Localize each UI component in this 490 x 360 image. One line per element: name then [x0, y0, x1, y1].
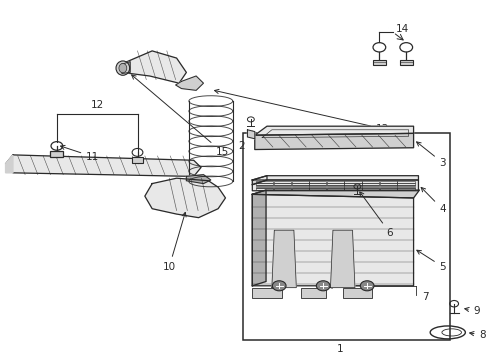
- Bar: [397, 183, 415, 185]
- Bar: [344, 181, 362, 183]
- Bar: [343, 288, 372, 298]
- Bar: [256, 181, 273, 183]
- Text: 10: 10: [163, 212, 186, 272]
- Bar: [292, 181, 309, 183]
- Bar: [327, 188, 344, 190]
- Bar: [397, 181, 415, 183]
- Bar: [362, 181, 379, 183]
- Text: 13: 13: [215, 89, 389, 134]
- Bar: [362, 185, 379, 186]
- Circle shape: [272, 281, 286, 291]
- Bar: [309, 183, 326, 185]
- Bar: [380, 186, 397, 188]
- Polygon shape: [5, 155, 201, 176]
- Bar: [274, 181, 291, 183]
- Bar: [327, 183, 344, 185]
- Polygon shape: [252, 190, 266, 286]
- Polygon shape: [247, 130, 255, 139]
- Text: 11: 11: [61, 145, 99, 162]
- Polygon shape: [252, 176, 418, 180]
- Polygon shape: [252, 180, 418, 191]
- Text: 4: 4: [421, 188, 446, 215]
- Text: 12: 12: [90, 100, 103, 110]
- Polygon shape: [331, 230, 355, 288]
- Text: 8: 8: [470, 330, 486, 340]
- Bar: [292, 188, 309, 190]
- Bar: [274, 186, 291, 188]
- Polygon shape: [252, 176, 267, 185]
- Text: 3: 3: [416, 142, 446, 168]
- Text: 5: 5: [417, 250, 446, 272]
- Polygon shape: [252, 190, 419, 198]
- Bar: [256, 186, 273, 188]
- Bar: [256, 188, 273, 190]
- Polygon shape: [272, 230, 296, 288]
- Bar: [362, 183, 379, 185]
- Text: 15: 15: [132, 75, 229, 157]
- Text: 9: 9: [465, 306, 480, 316]
- Bar: [373, 60, 386, 65]
- Bar: [344, 188, 362, 190]
- Bar: [327, 181, 344, 183]
- Text: 2: 2: [238, 131, 252, 151]
- Bar: [309, 188, 326, 190]
- Ellipse shape: [119, 63, 127, 73]
- Polygon shape: [122, 51, 186, 83]
- Polygon shape: [175, 76, 203, 90]
- Bar: [256, 183, 273, 185]
- Bar: [309, 181, 326, 183]
- Bar: [380, 188, 397, 190]
- Bar: [380, 185, 397, 186]
- Circle shape: [360, 281, 374, 291]
- Bar: [274, 185, 291, 186]
- Bar: [50, 152, 63, 157]
- Bar: [380, 181, 397, 183]
- Polygon shape: [5, 155, 13, 173]
- Text: 7: 7: [422, 292, 428, 302]
- Polygon shape: [255, 126, 414, 135]
- Bar: [362, 186, 379, 188]
- Ellipse shape: [116, 61, 130, 75]
- Bar: [301, 288, 326, 298]
- Bar: [397, 188, 415, 190]
- Bar: [344, 186, 362, 188]
- Bar: [309, 186, 326, 188]
- Bar: [397, 186, 415, 188]
- Text: 1: 1: [337, 343, 343, 354]
- Bar: [344, 185, 362, 186]
- Bar: [274, 188, 291, 190]
- Bar: [292, 185, 309, 186]
- Polygon shape: [252, 194, 414, 286]
- Bar: [327, 185, 344, 186]
- Bar: [397, 185, 415, 186]
- Bar: [309, 185, 326, 186]
- Bar: [380, 183, 397, 185]
- Bar: [274, 183, 291, 185]
- Text: 14: 14: [395, 24, 409, 35]
- Bar: [292, 186, 309, 188]
- Bar: [362, 188, 379, 190]
- Bar: [243, 134, 450, 339]
- Text: 6: 6: [360, 192, 393, 238]
- Bar: [400, 60, 413, 65]
- Polygon shape: [122, 62, 130, 73]
- Bar: [344, 183, 362, 185]
- Polygon shape: [145, 178, 225, 218]
- Polygon shape: [186, 175, 211, 184]
- Polygon shape: [255, 134, 414, 149]
- Circle shape: [317, 281, 330, 291]
- Bar: [132, 157, 144, 163]
- Bar: [252, 288, 282, 298]
- Bar: [292, 183, 309, 185]
- Bar: [256, 185, 273, 186]
- Bar: [327, 186, 344, 188]
